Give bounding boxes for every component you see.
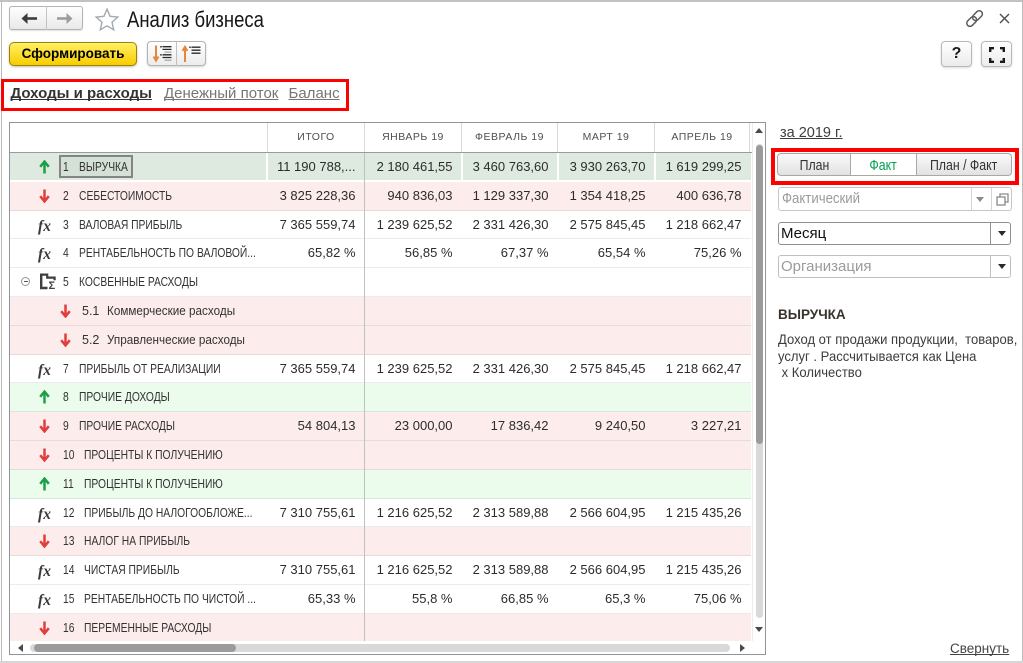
- svg-text:Σ: Σ: [48, 280, 55, 290]
